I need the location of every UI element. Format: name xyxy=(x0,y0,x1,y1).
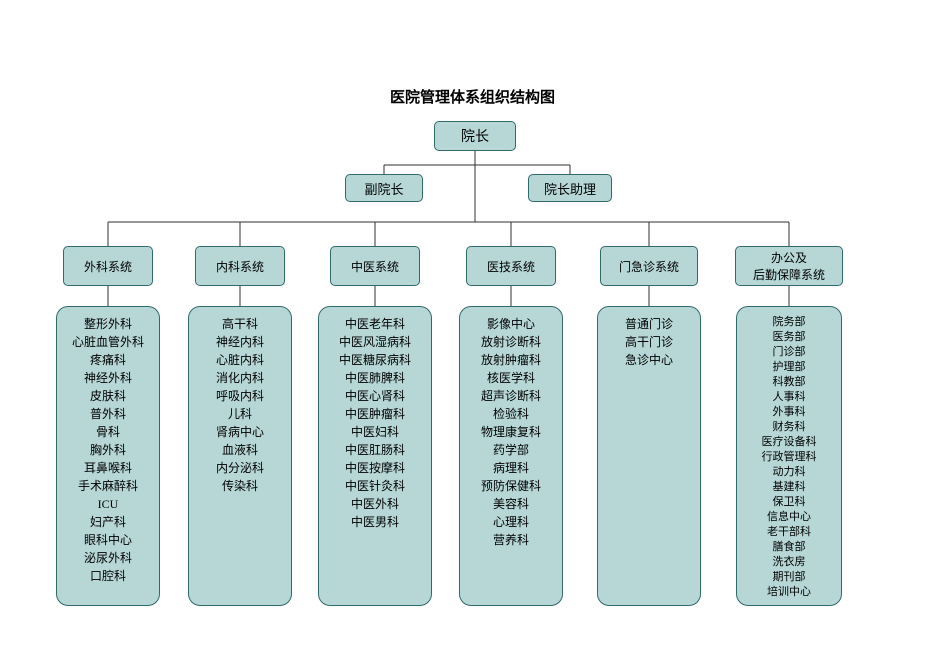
leaf-item: 物理康复科 xyxy=(460,423,562,441)
leaf-item: 基建科 xyxy=(737,480,841,495)
leaf-item: 耳鼻喉科 xyxy=(57,459,159,477)
leaf-item: 中医心肾科 xyxy=(319,387,431,405)
leaf-item: 药学部 xyxy=(460,441,562,459)
leaf-item: 整形外科 xyxy=(57,315,159,333)
leaf-item: 放射肿瘤科 xyxy=(460,351,562,369)
leaf-item: 疼痛科 xyxy=(57,351,159,369)
leaf-item: 普通门诊 xyxy=(598,315,700,333)
level2-node-0: 副院长 xyxy=(345,174,423,202)
leaf-item: 儿科 xyxy=(189,405,291,423)
leaf-item: 保卫科 xyxy=(737,495,841,510)
root-node: 院长 xyxy=(434,121,516,151)
leaf-item: 动力科 xyxy=(737,465,841,480)
leaf-item: 中医按摩科 xyxy=(319,459,431,477)
leaf-item: 皮肤科 xyxy=(57,387,159,405)
leaf-item: 传染科 xyxy=(189,477,291,495)
leaf-item: 高干科 xyxy=(189,315,291,333)
leaf-box-2: 中医老年科中医风湿病科中医糖尿病科中医肺脾科中医心肾科中医肿瘤科中医妇科中医肛肠… xyxy=(318,306,432,606)
leaf-item: 外事科 xyxy=(737,405,841,420)
leaf-item: 老干部科 xyxy=(737,525,841,540)
leaf-item: 医务部 xyxy=(737,330,841,345)
leaf-item: 骨科 xyxy=(57,423,159,441)
leaf-item: 预防保健科 xyxy=(460,477,562,495)
leaf-box-4: 普通门诊高干门诊急诊中心 xyxy=(597,306,701,606)
leaf-item: 信息中心 xyxy=(737,510,841,525)
leaf-item: 消化内科 xyxy=(189,369,291,387)
leaf-item: 神经内科 xyxy=(189,333,291,351)
leaf-item: 期刊部 xyxy=(737,570,841,585)
leaf-item: 中医外科 xyxy=(319,495,431,513)
leaf-item: 妇产科 xyxy=(57,513,159,531)
leaf-item: 美容科 xyxy=(460,495,562,513)
leaf-item: 中医老年科 xyxy=(319,315,431,333)
category-node-2: 中医系统 xyxy=(330,246,420,286)
leaf-item: 行政管理科 xyxy=(737,450,841,465)
leaf-item: 泌尿外科 xyxy=(57,549,159,567)
chart-title: 医院管理体系组织结构图 xyxy=(0,86,945,107)
leaf-item: 财务科 xyxy=(737,420,841,435)
leaf-item: 中医风湿病科 xyxy=(319,333,431,351)
leaf-item: 中医肿瘤科 xyxy=(319,405,431,423)
leaf-item: 人事科 xyxy=(737,390,841,405)
leaf-item: 手术麻醉科 xyxy=(57,477,159,495)
leaf-item: 高干门诊 xyxy=(598,333,700,351)
leaf-item: 病理科 xyxy=(460,459,562,477)
leaf-item: 核医学科 xyxy=(460,369,562,387)
leaf-item: 放射诊断科 xyxy=(460,333,562,351)
leaf-item: 肾病中心 xyxy=(189,423,291,441)
leaf-item: 医疗设备科 xyxy=(737,435,841,450)
leaf-item: 急诊中心 xyxy=(598,351,700,369)
leaf-item: 中医针灸科 xyxy=(319,477,431,495)
leaf-item: 科教部 xyxy=(737,375,841,390)
leaf-item: 中医肺脾科 xyxy=(319,369,431,387)
level2-node-1: 院长助理 xyxy=(528,174,612,202)
leaf-item: 呼吸内科 xyxy=(189,387,291,405)
leaf-item: 心理科 xyxy=(460,513,562,531)
leaf-item: 影像中心 xyxy=(460,315,562,333)
leaf-item: ICU xyxy=(57,495,159,513)
leaf-item: 中医男科 xyxy=(319,513,431,531)
leaf-item: 培训中心 xyxy=(737,585,841,600)
leaf-box-1: 高干科神经内科心脏内科消化内科呼吸内科儿科肾病中心血液科内分泌科传染科 xyxy=(188,306,292,606)
leaf-item: 内分泌科 xyxy=(189,459,291,477)
leaf-item: 口腔科 xyxy=(57,567,159,585)
leaf-item: 膳食部 xyxy=(737,540,841,555)
leaf-item: 心脏血管外科 xyxy=(57,333,159,351)
leaf-item: 超声诊断科 xyxy=(460,387,562,405)
leaf-item: 眼科中心 xyxy=(57,531,159,549)
leaf-item: 营养科 xyxy=(460,531,562,549)
category-node-1: 内科系统 xyxy=(195,246,285,286)
leaf-box-5: 院务部医务部门诊部护理部科教部人事科外事科财务科医疗设备科行政管理科动力科基建科… xyxy=(736,306,842,606)
leaf-item: 心脏内科 xyxy=(189,351,291,369)
leaf-item: 中医妇科 xyxy=(319,423,431,441)
category-node-4: 门急诊系统 xyxy=(600,246,698,286)
leaf-box-3: 影像中心放射诊断科放射肿瘤科核医学科超声诊断科检验科物理康复科药学部病理科预防保… xyxy=(459,306,563,606)
leaf-box-0: 整形外科心脏血管外科疼痛科神经外科皮肤科普外科骨科胸外科耳鼻喉科手术麻醉科ICU… xyxy=(56,306,160,606)
leaf-item: 中医肛肠科 xyxy=(319,441,431,459)
leaf-item: 血液科 xyxy=(189,441,291,459)
leaf-item: 神经外科 xyxy=(57,369,159,387)
category-node-3: 医技系统 xyxy=(466,246,556,286)
leaf-item: 门诊部 xyxy=(737,345,841,360)
leaf-item: 胸外科 xyxy=(57,441,159,459)
leaf-item: 护理部 xyxy=(737,360,841,375)
leaf-item: 检验科 xyxy=(460,405,562,423)
leaf-item: 洗衣房 xyxy=(737,555,841,570)
leaf-item: 院务部 xyxy=(737,315,841,330)
leaf-item: 中医糖尿病科 xyxy=(319,351,431,369)
leaf-item: 普外科 xyxy=(57,405,159,423)
category-node-0: 外科系统 xyxy=(63,246,153,286)
category-node-5: 办公及 后勤保障系统 xyxy=(735,246,843,286)
